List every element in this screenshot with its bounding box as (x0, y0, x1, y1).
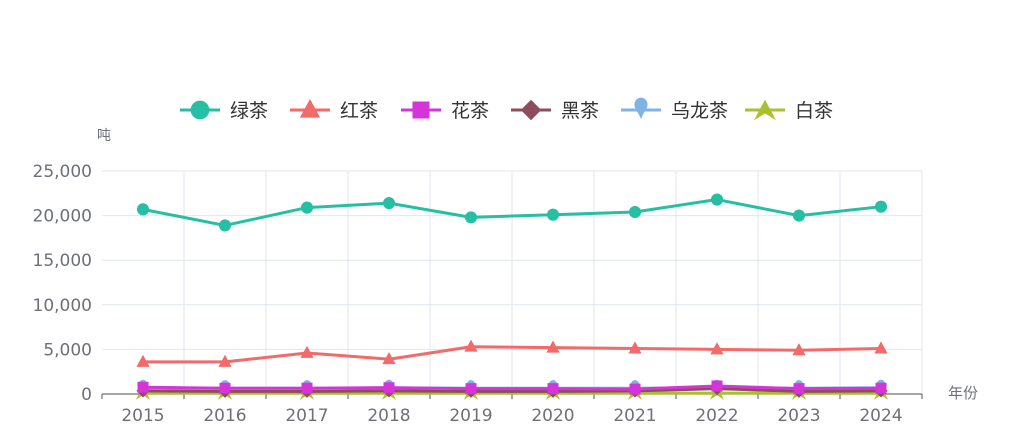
data-point[interactable] (792, 209, 806, 222)
legend-item[interactable]: 绿茶 (180, 100, 268, 122)
data-point[interactable] (464, 339, 478, 352)
series-layer (135, 193, 889, 400)
legend-item[interactable]: 红茶 (290, 98, 378, 122)
x-tick-label: 2018 (367, 406, 410, 426)
data-point[interactable] (628, 205, 642, 219)
legend-marker-icon (190, 100, 210, 120)
data-point[interactable] (136, 354, 150, 367)
data-point[interactable] (218, 219, 232, 232)
y-tick-label: 20,000 (33, 207, 92, 227)
series-line[interactable] (142, 384, 882, 391)
series-circle (136, 193, 888, 232)
legend-marker-icon (634, 97, 648, 120)
legend-marker-icon (412, 101, 430, 119)
data-point[interactable] (383, 382, 395, 394)
legend-item[interactable]: 白茶 (745, 99, 833, 122)
x-tick-label: 2015 (121, 406, 164, 426)
legend-label: 乌龙茶 (671, 100, 728, 122)
legend-label: 红茶 (340, 100, 378, 122)
y-axis: 0 5,000 10,000 15,000 20,000 25,000 (33, 162, 92, 405)
x-axis: 2015 2016 2017 2018 2019 2020 2021 2022 2023 2024 (101, 393, 923, 426)
y-tick-label: 0 (81, 385, 92, 405)
data-point[interactable] (219, 382, 231, 394)
data-point[interactable] (711, 380, 723, 392)
series-square (137, 380, 887, 395)
y-tick-label: 10,000 (33, 296, 92, 316)
data-point[interactable] (218, 354, 232, 367)
x-tick-label: 2022 (695, 406, 738, 426)
y-tick-label: 15,000 (33, 251, 92, 271)
x-tick-label: 2016 (203, 406, 246, 426)
data-point[interactable] (382, 352, 396, 365)
legend-item[interactable]: 黑茶 (511, 99, 599, 122)
x-tick-label: 2020 (531, 406, 574, 426)
legend-label: 花茶 (451, 100, 489, 122)
data-point[interactable] (547, 383, 559, 395)
legend-item[interactable]: 乌龙茶 (621, 97, 728, 122)
data-point[interactable] (792, 343, 806, 356)
data-point[interactable] (300, 345, 314, 358)
series-triangle (136, 339, 888, 367)
data-point[interactable] (464, 211, 478, 224)
data-point[interactable] (136, 203, 150, 216)
legend-item[interactable]: 花茶 (401, 100, 489, 122)
y-axis-label: 吨 (97, 128, 111, 144)
x-axis-label: 年份 (948, 384, 978, 402)
data-point[interactable] (300, 201, 314, 214)
series-line[interactable] (142, 198, 882, 227)
x-tick-label: 2019 (449, 406, 492, 426)
data-point[interactable] (875, 382, 887, 394)
data-point[interactable] (137, 381, 149, 393)
legend[interactable]: 绿茶 红茶 花茶 黑茶 乌龙茶 白茶 (180, 97, 833, 122)
y-tick-label: 25,000 (33, 162, 92, 182)
legend-label: 绿茶 (230, 100, 268, 122)
data-point[interactable] (629, 383, 641, 395)
x-tick-label: 2017 (285, 406, 328, 426)
legend-marker-icon (520, 99, 542, 121)
data-point[interactable] (874, 200, 888, 213)
data-point[interactable] (546, 340, 560, 353)
legend-label: 黑茶 (561, 100, 599, 122)
x-tick-label: 2023 (777, 406, 820, 426)
data-point[interactable] (793, 383, 805, 395)
data-point[interactable] (546, 208, 560, 221)
x-tick-label: 2024 (859, 406, 902, 426)
data-point[interactable] (628, 341, 642, 354)
data-point[interactable] (465, 383, 477, 395)
data-point[interactable] (382, 197, 396, 210)
data-point[interactable] (301, 382, 313, 394)
legend-label: 白茶 (795, 100, 833, 122)
data-point[interactable] (710, 342, 724, 355)
y-tick-label: 5,000 (43, 340, 92, 360)
legend-marker-icon (299, 98, 321, 118)
legend-marker-icon (753, 99, 777, 121)
data-point[interactable] (710, 193, 724, 206)
data-point[interactable] (874, 341, 888, 354)
x-tick-label: 2021 (613, 406, 656, 426)
series-line[interactable] (143, 345, 882, 364)
series-line[interactable] (142, 387, 882, 393)
